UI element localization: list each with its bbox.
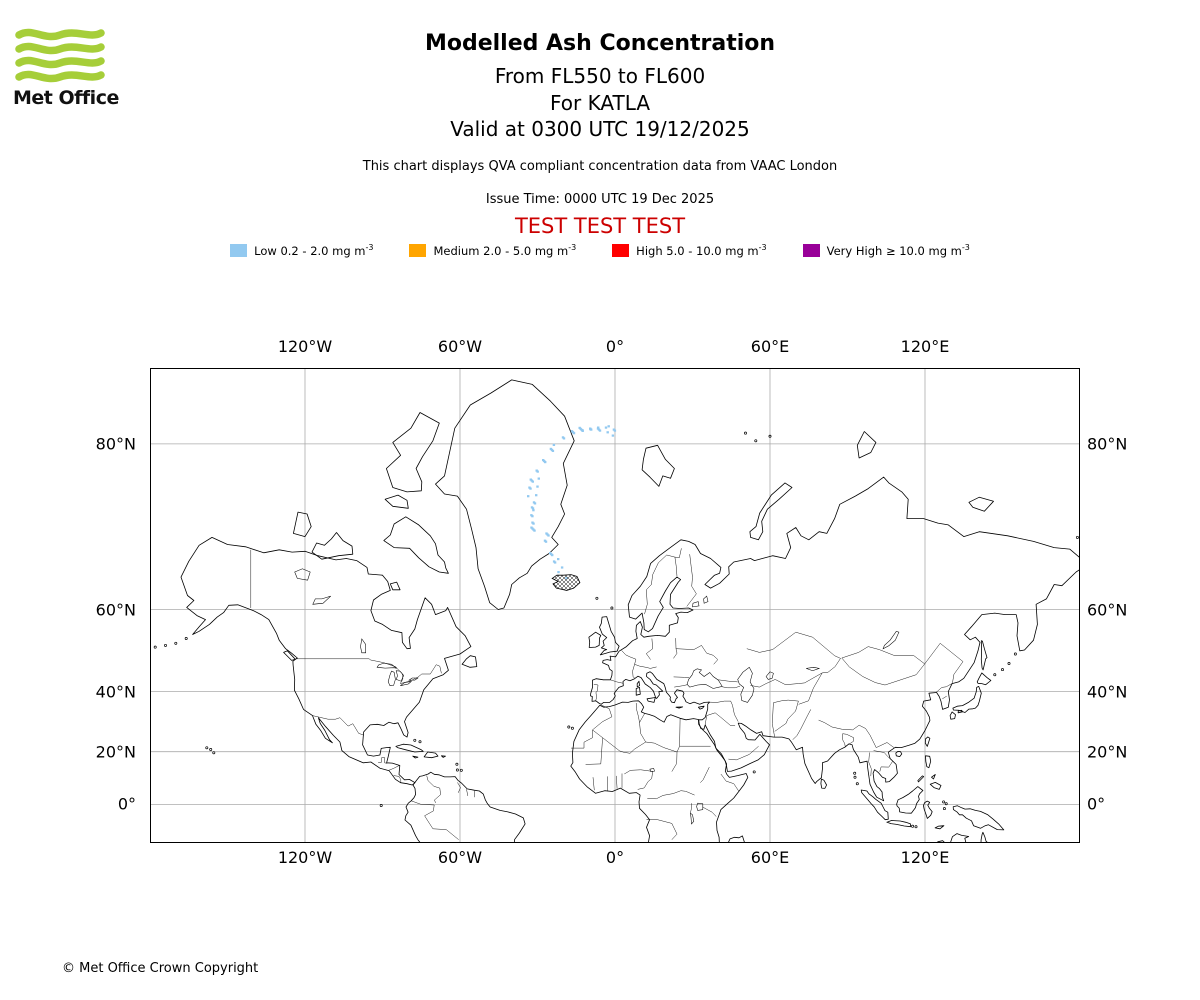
legend-label-medium: Medium 2.0 - 5.0 mg m-3 [433,243,576,258]
country-borders [250,548,964,840]
lon-tick-label: 60°W [437,848,483,867]
legend-label-low-text: Low 0.2 - 2.0 mg m [254,243,366,258]
legend-item-medium: Medium 2.0 - 5.0 mg m-3 [409,243,576,258]
legend-label-very-high-text: Very High ≥ 10.0 mg m [826,243,962,258]
legend-label-medium-exp: -3 [568,243,577,252]
legend-label-medium-text: Medium 2.0 - 5.0 mg m [433,243,569,258]
title-flight-levels: From FL550 to FL600 [494,64,706,88]
lat-tick-label: 0° [117,794,136,814]
legend-item-low: Low 0.2 - 2.0 mg m-3 [230,243,373,258]
lon-tick-label: 120°E [900,337,950,356]
lon-tick-label: 0° [605,848,625,867]
lat-tick-label: 60°N [1087,600,1128,620]
legend-swatch-medium [409,243,427,257]
lat-tick-label: 40°N [1087,682,1128,702]
chart-description: This chart displays QVA compliant concen… [362,159,838,174]
lon-tick-label: 0° [605,337,625,356]
lat-tick-label: 0° [1087,794,1106,814]
met-office-logo-text: Met Office [13,87,119,109]
lat-tick-label: 20°N [1087,742,1128,762]
world-map [150,368,1080,843]
issue-time: Issue Time: 0000 UTC 19 Dec 2025 [485,192,715,207]
title-volcano: For KATLA [550,91,650,115]
legend-label-low: Low 0.2 - 2.0 mg m-3 [254,243,373,258]
legend: Low 0.2 - 2.0 mg m-3 Medium 2.0 - 5.0 mg… [0,243,1200,258]
legend-label-high-text: High 5.0 - 10.0 mg m [636,243,759,258]
lat-tick-label: 80°N [1087,434,1128,454]
map-frame [150,368,1080,843]
lat-tick-label: 20°N [95,742,136,762]
lon-tick-label: 60°E [750,337,790,356]
title-valid-time: Valid at 0300 UTC 19/12/2025 [450,117,750,141]
lon-tick-label: 60°E [750,848,790,867]
legend-label-high-exp: -3 [758,243,767,252]
legend-swatch-high [612,243,630,257]
graticule-lines [150,368,1080,843]
legend-label-low-exp: -3 [365,243,374,252]
legend-label-high: High 5.0 - 10.0 mg m-3 [636,243,766,258]
met-office-logo-icon [15,28,105,83]
legend-swatch-low [230,243,248,257]
lon-tick-label: 120°W [277,848,333,867]
copyright-notice: © Met Office Crown Copyright [62,961,259,976]
map [150,368,1080,843]
legend-label-very-high: Very High ≥ 10.0 mg m-3 [827,243,970,258]
lat-tick-label: 80°N [95,434,136,454]
legend-label-very-high-exp: -3 [961,243,970,252]
coastlines [180,379,1080,843]
small-islands [153,431,1079,829]
lakes [294,568,900,825]
lon-tick-label: 120°W [277,337,333,356]
lon-tick-label: 60°W [437,337,483,356]
iceland-source-area [551,574,581,591]
lat-tick-label: 40°N [95,682,136,702]
legend-swatch-very-high [802,243,820,257]
lat-tick-label: 60°N [95,600,136,620]
ash-concentration-low-layer [527,425,617,580]
legend-item-very-high: Very High ≥ 10.0 mg m-3 [802,243,970,258]
test-banner: TEST TEST TEST [514,214,686,238]
page-title: Modelled Ash Concentration [424,31,776,56]
lon-tick-label: 120°E [900,848,950,867]
legend-item-high: High 5.0 - 10.0 mg m-3 [612,243,767,258]
